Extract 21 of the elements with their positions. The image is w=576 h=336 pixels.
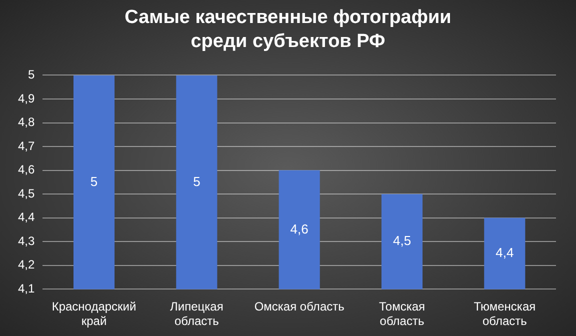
y-tick-label: 4,8 [18,115,35,130]
data-label: 5 [193,174,200,189]
data-label: 5 [90,174,98,189]
x-tick-label: Томская область [378,300,426,328]
x-tick-label: Краснодарский край [52,300,136,328]
y-tick-label: 4,2 [18,258,35,272]
y-tick-label: 4,5 [18,186,35,200]
y-tick-label: 4,6 [18,162,35,177]
chart-title: Самые качественные фотографии среди субъектов РФ [124,6,452,54]
x-tick-label: Тюменская область [474,300,536,328]
y-tick-label: 4,7 [18,138,35,153]
x-tick-label: Липецкая область [170,300,224,328]
x-tick-label: Омская область [254,300,344,314]
data-label: 4,6 [290,221,308,236]
y-tick-label: 4,4 [18,210,35,224]
data-label: 4,4 [496,245,514,260]
y-tick-label: 5 [28,68,35,82]
data-label: 4,5 [392,233,412,248]
y-tick-label: 4,3 [18,234,35,248]
y-tick-label: 4,1 [18,282,35,296]
y-tick-label: 4,9 [18,91,35,106]
